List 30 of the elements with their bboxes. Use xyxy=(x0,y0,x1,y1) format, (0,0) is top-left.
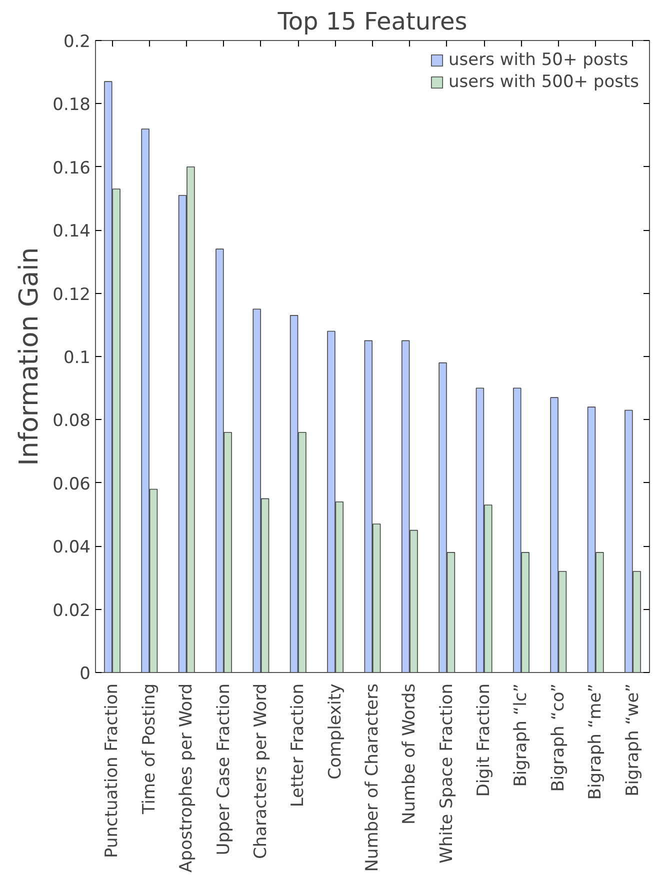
legend-label: users with 500+ posts xyxy=(448,72,639,92)
y-tick-label: 0.08 xyxy=(52,411,91,432)
x-tick-label: Complexity xyxy=(325,684,346,780)
y-tick-label: 0.14 xyxy=(52,222,91,242)
y-axis-title: Information Gain xyxy=(14,247,45,466)
x-tick-label: Bigraph “me” xyxy=(586,684,606,800)
x-tick-label: Bigraph “lc” xyxy=(511,683,532,787)
legend-label: users with 50+ posts xyxy=(448,50,628,70)
x-tick-label: Apostrophes per Word xyxy=(176,684,197,872)
y-tick-label: 0.16 xyxy=(52,158,91,178)
x-tick-label: Punctuation Fraction xyxy=(102,683,122,858)
x-tick-label: Bigraph “co” xyxy=(548,683,568,792)
x-tick-label: Number of Characters xyxy=(362,683,382,872)
x-tick-label: Digit Fraction xyxy=(474,683,494,797)
y-tick-label: 0.12 xyxy=(52,284,91,305)
y-tick-label: 0.02 xyxy=(52,600,91,621)
x-tick-label: Time of Posting xyxy=(139,684,160,816)
x-tick-label: White Space Fraction xyxy=(436,683,457,864)
y-tick-label: 0.18 xyxy=(52,95,91,116)
y-tick-label: 0.06 xyxy=(52,474,91,494)
chart-title: Top 15 Features xyxy=(276,8,468,36)
y-tick-label: 0 xyxy=(80,664,91,684)
x-tick-label: Bigraph “we” xyxy=(622,683,643,796)
x-tick-label: Upper Case Fraction xyxy=(214,683,234,856)
x-tick-label: Numbe of Words xyxy=(400,683,420,825)
x-tick-label: Letter Fraction xyxy=(288,683,308,808)
x-tick-label: Characters per Word xyxy=(250,683,271,860)
y-tick-label: 0.1 xyxy=(63,348,91,368)
y-tick-label: 0.04 xyxy=(52,538,91,558)
y-tick-label: 0.2 xyxy=(63,32,91,52)
